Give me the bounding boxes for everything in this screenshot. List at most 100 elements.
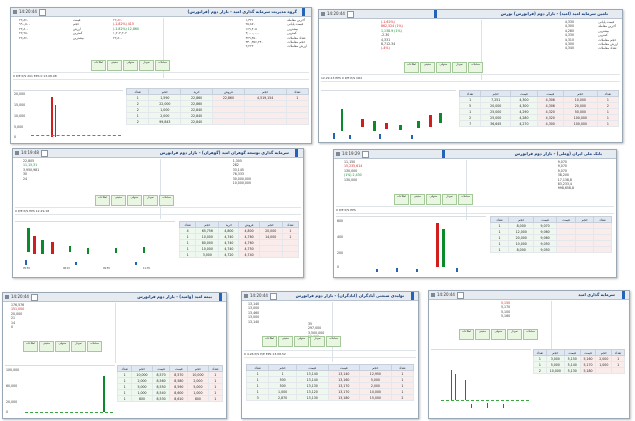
left-value-col: 11,150 15,235,614 130,000 (1%) 2,430 130,000	[344, 160, 363, 182]
tab-info[interactable]: اطلاعات	[23, 341, 38, 352]
volume-bar	[487, 403, 488, 408]
tab-chart[interactable]: نمودار	[139, 60, 154, 71]
tab-chart[interactable]: نمودار	[452, 62, 467, 73]
tab-real[interactable]: حقیقی	[278, 336, 293, 347]
tab-chart[interactable]: نمودار	[507, 329, 522, 340]
close-icon[interactable]	[457, 292, 464, 299]
tab-chart[interactable]: نمودار	[310, 336, 325, 347]
price-chart: 600 400 200 0	[336, 216, 486, 275]
window-time: 14:20:44	[437, 292, 455, 297]
tab-trades[interactable]: معاملات	[159, 195, 174, 206]
stock-window-7[interactable]: 14:20:44 سرمایه گذاری امید 5,150 5,170 5,1…	[428, 290, 630, 419]
stock-window-4[interactable]: 14:19:29 بانک ملی ایران (وملی) - بازار د…	[333, 149, 617, 278]
window-marker-icon	[622, 291, 625, 299]
stock-window-6[interactable]: 14:20:44 تولیدی صنعتی آبادگران (ابادگران…	[241, 291, 419, 419]
window-title: گروه مدیریت سرمایه گذاری امید - بازار دو…	[187, 9, 298, 14]
info-section: قیمت پایانی آخرین معامله بیشترین کمترین حجم …	[321, 20, 620, 82]
close-icon[interactable]	[41, 150, 48, 157]
window-titlebar[interactable]: 14:20:44 بیمه امید (وامید) - بازار دوم ف…	[3, 293, 226, 302]
stock-window-5[interactable]: 14:20:44 بیمه امید (وامید) - بازار دوم ف…	[2, 292, 227, 419]
table-row: 1 7,251 4,300 4,306 10,000 1	[458, 96, 620, 103]
tab-real[interactable]: حقیقی	[475, 329, 490, 340]
reference-line	[25, 412, 113, 413]
tab-trades[interactable]: معاملات	[87, 341, 102, 352]
price-bar	[87, 248, 89, 254]
reference-line	[441, 400, 529, 401]
tab-info[interactable]: اطلاعات	[95, 195, 110, 206]
window-titlebar[interactable]: 14:19:48 سرمایه گذاری توسعه گوهران امید …	[13, 149, 303, 158]
window-marker-icon	[411, 292, 414, 300]
tab-real[interactable]: حقیقی	[410, 194, 425, 205]
ratio-strip: 12.29.13 EPS 0 P/E P/S CR2	[321, 74, 620, 82]
table-row: 1 2,000 8,560 8,580 2,000 1	[116, 377, 224, 384]
window-menu-icon[interactable]	[336, 152, 340, 156]
tab-trades[interactable]: معاملات	[523, 329, 538, 340]
tab-info[interactable]: اطلاعات	[459, 329, 474, 340]
window-menu-icon[interactable]	[244, 294, 248, 298]
window-titlebar[interactable]: 14:20:44 تولیدی صنعتی آبادگران (ابادگران…	[242, 292, 418, 301]
tab-legal[interactable]: حقوقی	[426, 194, 441, 205]
tab-legal[interactable]: حقوقی	[491, 329, 506, 340]
tab-trades[interactable]: معاملات	[468, 62, 483, 73]
tab-info[interactable]: اطلاعات	[394, 194, 409, 205]
price-bar	[143, 247, 145, 253]
table-row: 1 500 13,130 13,170 2,000 1	[245, 382, 415, 389]
tab-info[interactable]: اطلاعات	[262, 336, 277, 347]
x-tick: 05:55	[23, 267, 30, 270]
price-bar	[399, 125, 402, 130]
tab-chart[interactable]: نمودار	[442, 194, 457, 205]
tab-real[interactable]: حقیقی	[111, 195, 126, 206]
order-book: تعداد حجم خرید فروش حجم تعداد 4 65,756 4,800 4,8…	[178, 221, 300, 258]
window-title: تامین سرمایه امید (امید) - بازار دوم (فر…	[500, 11, 608, 16]
tab-info[interactable]: اطلاعات	[404, 62, 419, 73]
window-title: تولیدی صنعتی آبادگران (ابادگران) - بازار…	[295, 293, 404, 298]
window-titlebar[interactable]: 14:20:44 تامین سرمایه امید (امید) - بازا…	[319, 10, 622, 19]
tab-legal[interactable]: حقوقی	[127, 195, 142, 206]
stock-window-3[interactable]: 14:19:48 سرمایه گذاری توسعه گوهران امید …	[12, 148, 304, 278]
close-icon[interactable]	[31, 294, 38, 301]
tab-trades[interactable]: معاملات	[458, 194, 473, 205]
tab-trades[interactable]: معاملات	[155, 60, 170, 71]
tab-row: اطلاعات حقیقی حقوقی نمودار معاملات	[262, 336, 341, 347]
window-title: سرمایه گذاری توسعه گوهران امید (گوهران) …	[159, 150, 289, 155]
tab-legal[interactable]: حقوقی	[55, 341, 70, 352]
tab-legal[interactable]: حقوقی	[436, 62, 451, 73]
window-marker-icon	[434, 10, 437, 18]
window-titlebar[interactable]: 14:19:29 بانک ملی ایران (وملی) - بازار د…	[334, 150, 616, 159]
volume-bar	[411, 135, 413, 139]
window-menu-icon[interactable]	[5, 295, 9, 299]
window-menu-icon[interactable]	[13, 10, 17, 14]
close-icon[interactable]	[270, 293, 277, 300]
window-time: 14:19:48	[21, 150, 39, 155]
window-titlebar[interactable]: 14:20:44 سرمایه گذاری امید	[429, 291, 629, 300]
tab-info[interactable]: اطلاعات	[91, 60, 106, 71]
tab-legal[interactable]: حقوقی	[294, 336, 309, 347]
window-titlebar[interactable]: 14:20:44 گروه مدیریت سرمایه گذاری امید -…	[11, 8, 311, 17]
volume-bar	[471, 404, 472, 408]
stock-window-2[interactable]: 14:20:44 تامین سرمایه امید (امید) - بازا…	[318, 9, 623, 143]
close-icon[interactable]	[347, 11, 354, 18]
tab-trades[interactable]: معاملات	[326, 336, 341, 347]
stock-window-1[interactable]: 14:20:44 گروه مدیریت سرمایه گذاری امید -…	[10, 7, 312, 144]
info-section: 11,150 15,235,614 130,000 (1%) 2,430 130,000…	[336, 160, 614, 222]
y-tick: 0	[14, 135, 17, 139]
tab-row: اطلاعات حقیقی حقوقی نمودار معاملات	[404, 62, 483, 73]
close-icon[interactable]	[362, 151, 369, 158]
info-section: 22,805 11,15,31 3,950,981 30 24 1,305 282 33,1…	[15, 159, 301, 221]
window-menu-icon[interactable]	[431, 293, 435, 297]
window-menu-icon[interactable]	[15, 151, 19, 155]
tab-chart[interactable]: نمودار	[71, 341, 86, 352]
tab-real[interactable]: حقیقی	[420, 62, 435, 73]
close-icon[interactable]	[39, 9, 46, 16]
mid-value-col: ۲۲,۸۶۰ (-1.82%) 415 (-1.82%) 12,860 ۱,۲۰۴,۲…	[113, 18, 139, 40]
price-bar	[361, 119, 364, 127]
tab-legal[interactable]: حقوقی	[123, 60, 138, 71]
tab-real[interactable]: حقیقی	[107, 60, 122, 71]
price-chart: 20,000 15,000 10,000 5,000 0	[13, 90, 123, 141]
window-marker-icon	[442, 150, 445, 158]
tab-real[interactable]: حقیقی	[39, 341, 54, 352]
tab-chart[interactable]: نمودار	[143, 195, 158, 206]
y-tick: 200	[337, 251, 344, 255]
window-menu-icon[interactable]	[321, 12, 325, 16]
price-chart: 05:55 08:15 09:55 11:35	[15, 221, 175, 274]
